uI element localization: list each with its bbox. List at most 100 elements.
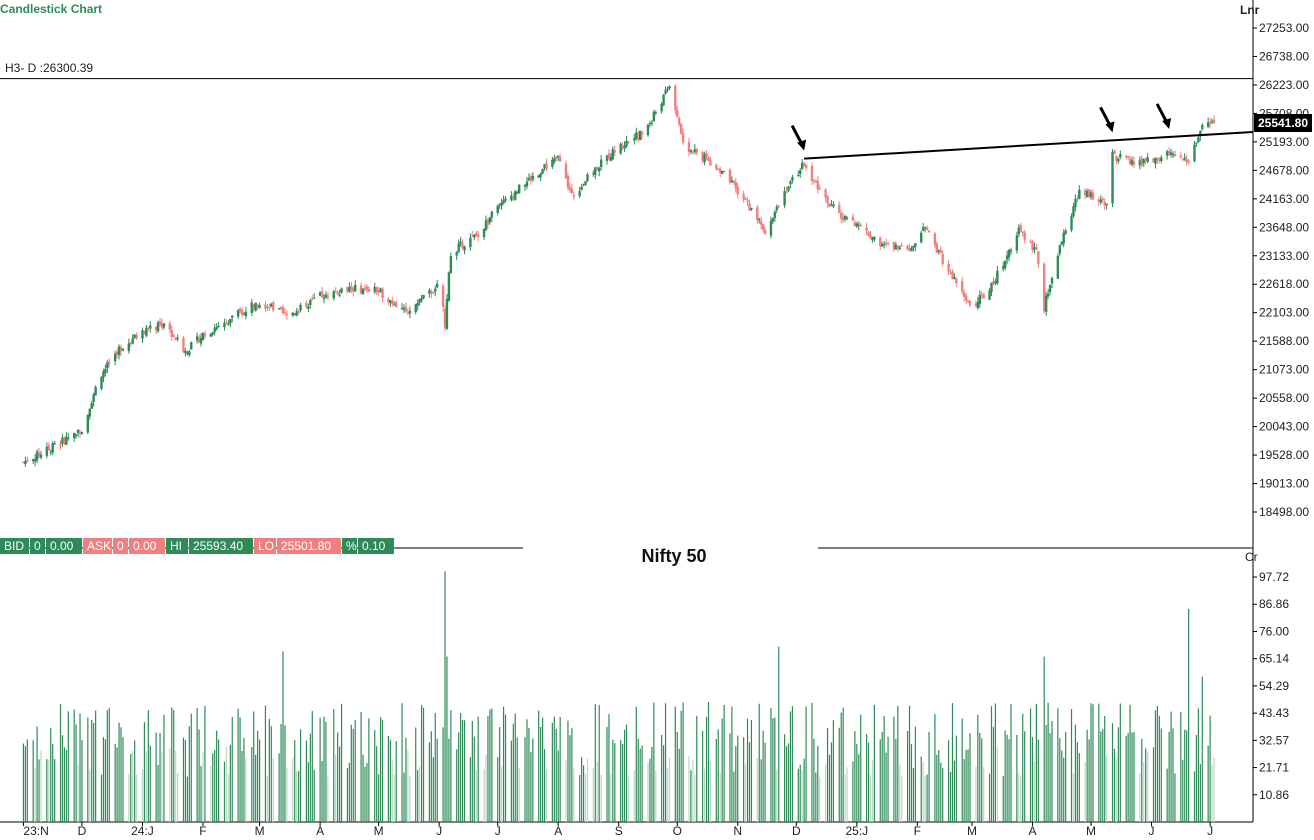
- candle-body: [1128, 158, 1132, 165]
- candle-body: [635, 132, 638, 139]
- candle-body: [553, 158, 556, 163]
- candle-body: [966, 300, 970, 302]
- candle-body: [951, 271, 954, 279]
- candle-body: [1009, 249, 1013, 252]
- candle-body: [564, 163, 568, 179]
- candle-body: [309, 300, 312, 306]
- candle-body: [758, 219, 761, 221]
- candle-body: [1044, 295, 1048, 312]
- last-price-badge: 25541.80: [1254, 114, 1312, 132]
- candle-body: [1056, 255, 1060, 279]
- candle-body: [1160, 157, 1163, 161]
- quote-pct-value: 0.10: [362, 539, 386, 553]
- candle-body: [717, 168, 720, 170]
- candle-body: [293, 313, 296, 315]
- candle-body: [1021, 231, 1024, 233]
- candle-body: [529, 176, 533, 181]
- candle-body: [920, 232, 923, 243]
- candle-body: [1183, 157, 1186, 160]
- x-tick-label: 24:J: [131, 824, 154, 838]
- candle-body: [432, 292, 435, 294]
- candle-body: [1142, 159, 1145, 164]
- quote-lo-label: LO: [258, 539, 274, 553]
- candle-body: [857, 224, 860, 226]
- candle-body: [921, 227, 925, 231]
- candle-body: [227, 323, 230, 325]
- candle-body: [955, 278, 958, 284]
- candle-body: [994, 281, 997, 284]
- candle-body: [359, 285, 363, 294]
- candle-body: [154, 326, 158, 331]
- candle-body: [299, 304, 302, 311]
- quote-bid-label: BID: [4, 539, 24, 553]
- candle-body: [742, 194, 745, 200]
- h3-level-label: H3- D :26300.39: [5, 61, 93, 75]
- candle-body: [1037, 251, 1040, 264]
- candle-body: [45, 446, 49, 456]
- candle-body: [664, 90, 667, 94]
- quote-cell: [30, 538, 45, 554]
- candle-body: [648, 123, 652, 125]
- candle-body: [517, 184, 521, 194]
- candle-body: [609, 157, 613, 161]
- candle-body: [695, 148, 698, 153]
- scale-label[interactable]: Lnr: [1240, 3, 1260, 17]
- quote-lo-value: 25501.80: [281, 539, 331, 553]
- candle-body: [939, 249, 942, 253]
- candle-body: [145, 327, 148, 336]
- candle-body: [976, 301, 980, 308]
- candle-body: [623, 145, 626, 149]
- candle-body: [974, 303, 978, 306]
- candle-body: [404, 306, 408, 312]
- candle-body: [1089, 192, 1093, 197]
- y-tick-label: 24678.00: [1259, 163, 1309, 177]
- candle-body: [311, 298, 314, 300]
- candle-body: [229, 318, 232, 324]
- quote-hi-label: HI: [170, 539, 182, 553]
- candle-body: [578, 191, 581, 196]
- y-tick-label: 20558.00: [1259, 391, 1309, 405]
- candle-body: [1083, 190, 1087, 196]
- candle-body: [336, 292, 339, 295]
- candle-body: [1076, 198, 1079, 200]
- candle-body: [935, 243, 939, 253]
- candle-body: [678, 118, 681, 125]
- quote-cell: [342, 538, 357, 554]
- candle-body: [172, 335, 175, 337]
- candle-body: [756, 207, 759, 221]
- candle-body: [676, 109, 679, 117]
- candle-body: [927, 230, 931, 233]
- candle-body: [47, 445, 50, 451]
- candle-body: [933, 233, 937, 245]
- candle-body: [463, 246, 466, 251]
- x-tick-label: M: [1086, 824, 1096, 838]
- candle-body: [295, 311, 298, 316]
- candle-body: [707, 157, 710, 161]
- candle-body: [539, 173, 542, 178]
- candle-body: [797, 175, 800, 177]
- candle-body: [252, 304, 255, 309]
- candle-body: [348, 286, 351, 292]
- candle-body: [391, 300, 394, 304]
- candle-body: [486, 219, 490, 225]
- volume-tick-label: 54.29: [1259, 679, 1289, 693]
- candle-body: [871, 237, 874, 241]
- candle-body: [1019, 225, 1022, 232]
- candle-body: [447, 272, 451, 301]
- candle-body: [1144, 159, 1147, 161]
- candle-body: [1005, 255, 1009, 260]
- candle-body: [1060, 241, 1063, 245]
- candle-body: [527, 178, 531, 181]
- candle-body: [557, 155, 560, 158]
- candle-body: [441, 285, 445, 307]
- candle-body: [783, 191, 786, 206]
- candle-body: [90, 403, 93, 409]
- y-tick-label: 22618.00: [1259, 277, 1309, 291]
- candle-body: [1058, 245, 1062, 254]
- candle-body: [223, 322, 226, 328]
- candle-body: [1015, 235, 1019, 251]
- candle-body: [1062, 232, 1065, 244]
- candle-body: [338, 294, 341, 296]
- candle-body: [158, 321, 162, 325]
- candle-body: [459, 241, 462, 244]
